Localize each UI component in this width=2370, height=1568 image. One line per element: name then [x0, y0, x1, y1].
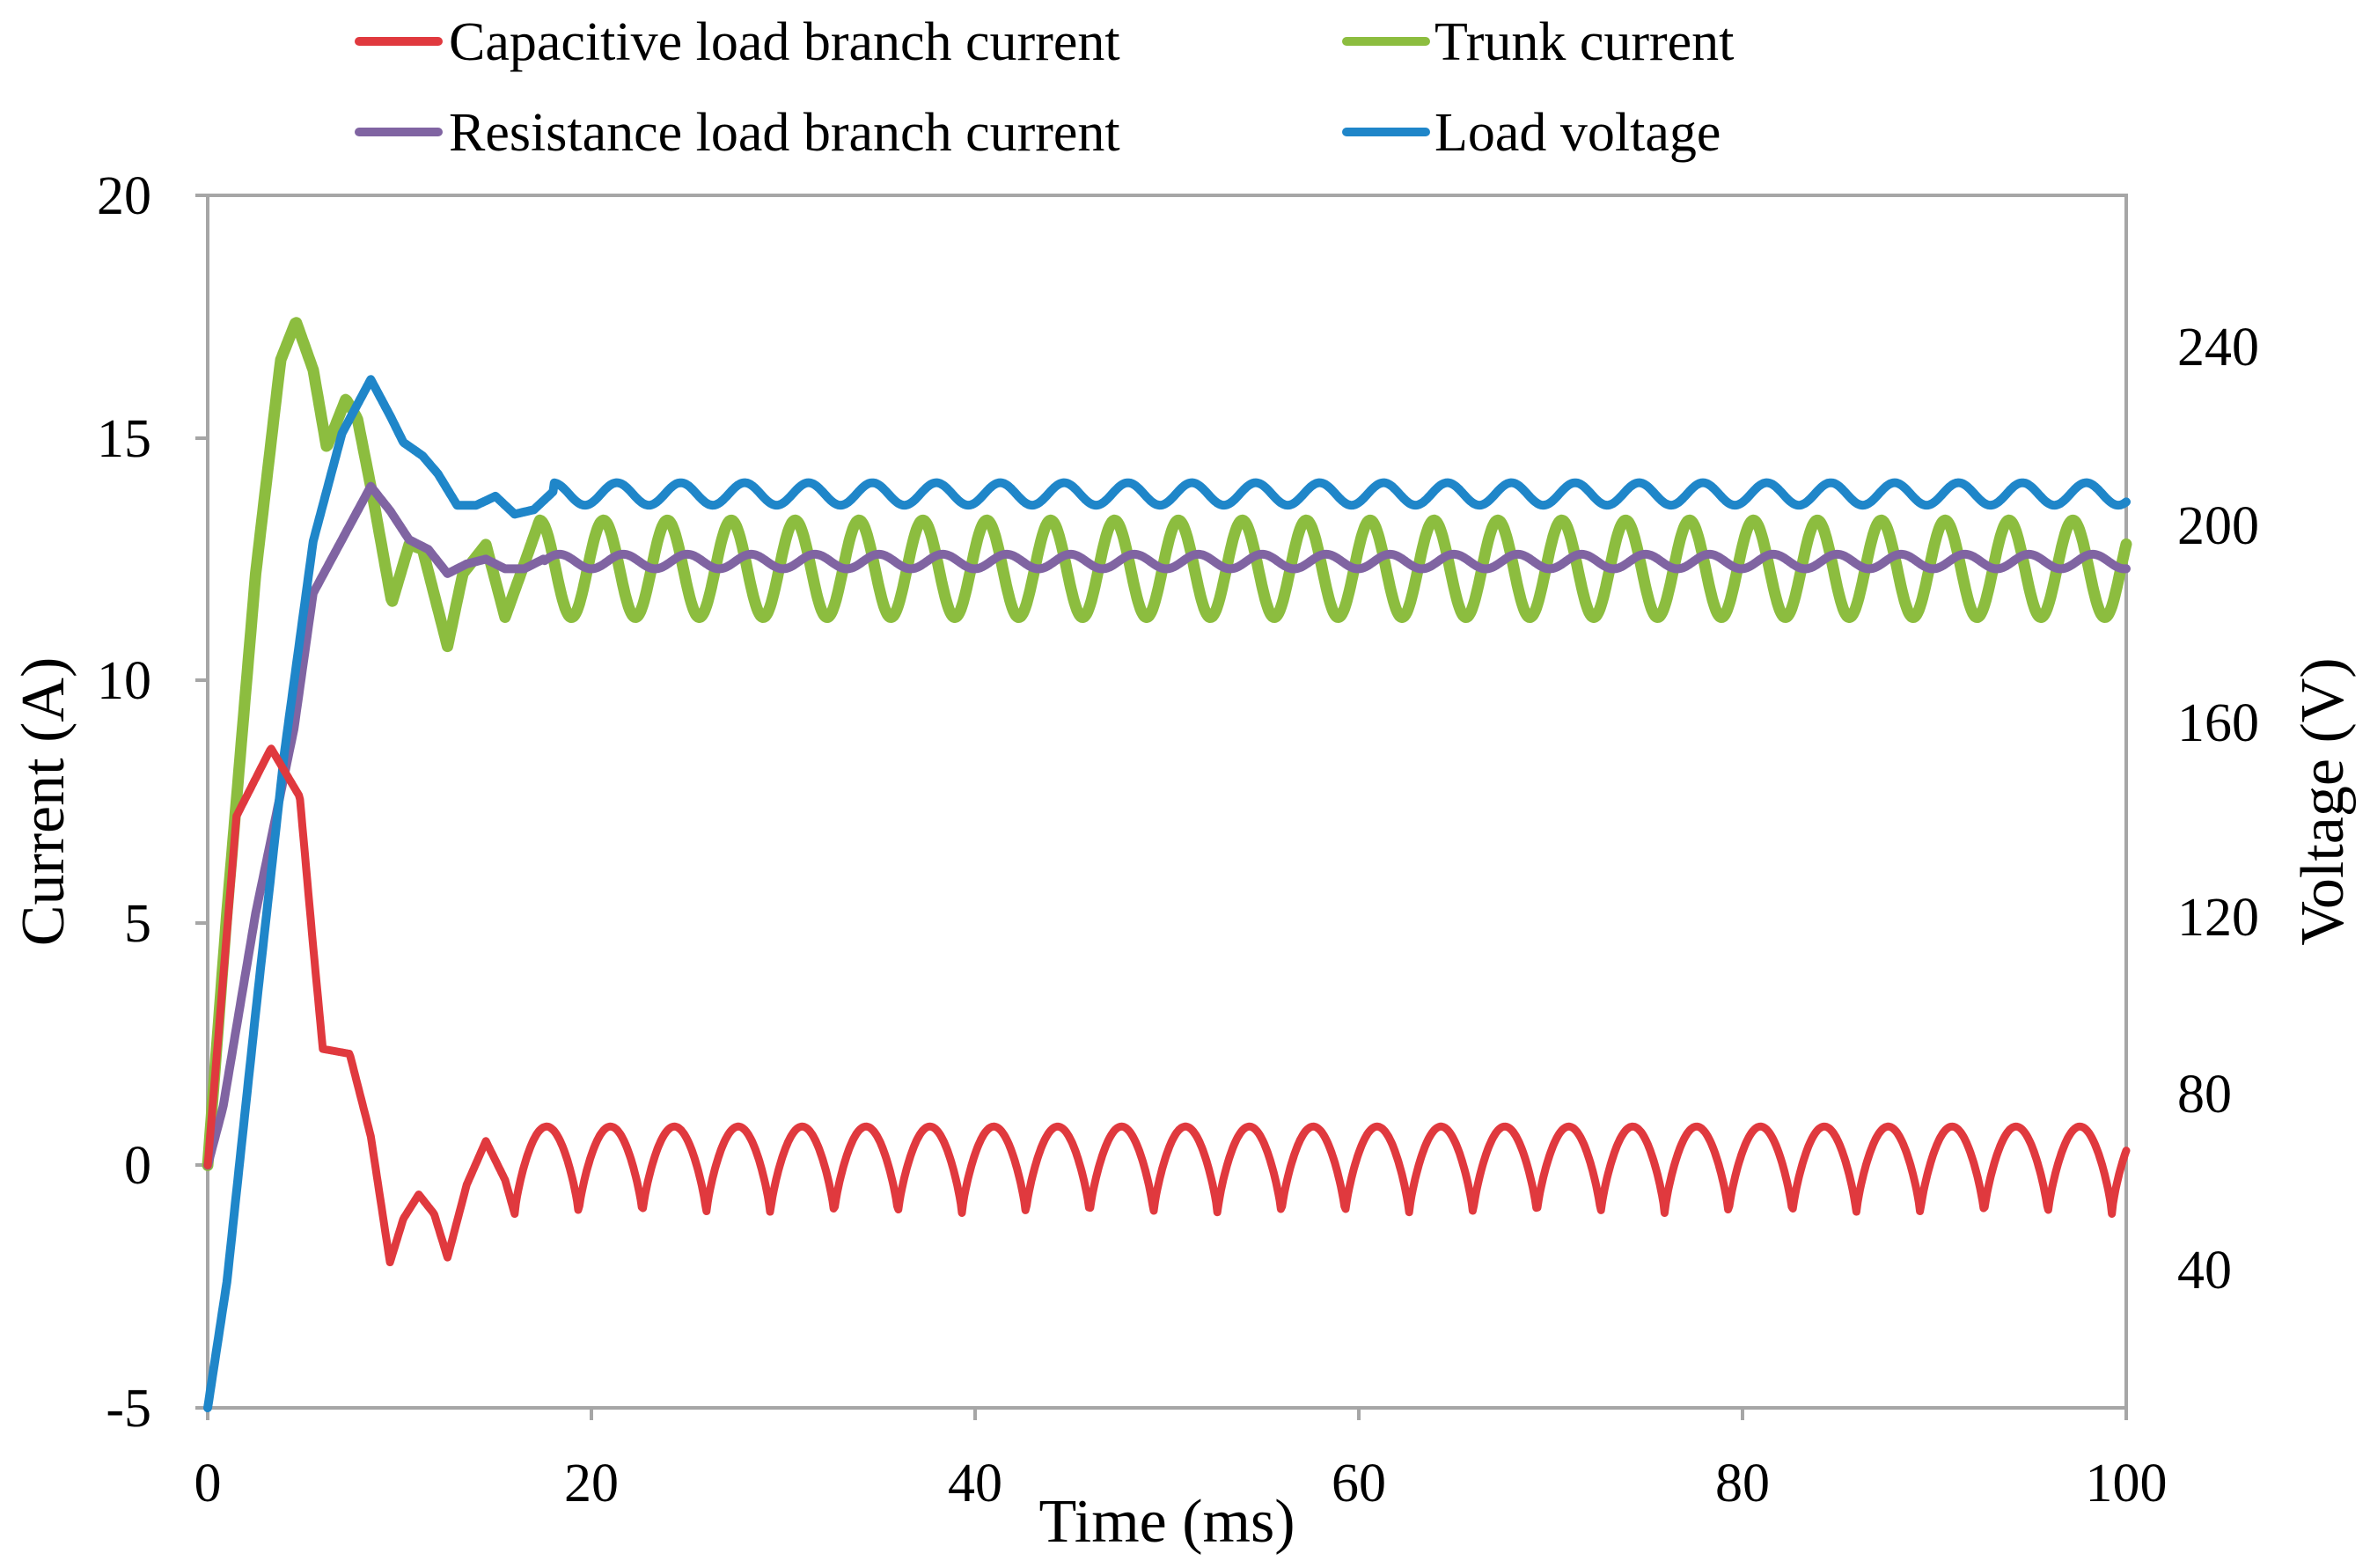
series-resistance-load-current: [203, 481, 2131, 1170]
y2-tick-0: 40: [2177, 1241, 2232, 1301]
y-tick-4: 15: [97, 409, 151, 469]
x-tick-0: 0: [194, 1454, 222, 1513]
y2-tick-5: 240: [2177, 318, 2259, 377]
legend-label-capacitive: Capacitive load branch current: [449, 12, 1120, 72]
plot-area: [206, 194, 2128, 1410]
x-tick-5: 100: [2086, 1454, 2168, 1513]
series-trunk-current: [202, 317, 2132, 1171]
y2-tick-3: 160: [2177, 693, 2259, 753]
series-capacitive-load-current: [203, 744, 2131, 1267]
legend-item-voltage: Load voltage: [1342, 103, 1721, 163]
legend-item-trunk: Trunk current: [1342, 12, 1734, 72]
y-tick-0: -5: [106, 1379, 151, 1439]
x-tick-1: 20: [564, 1454, 619, 1513]
legend-label-trunk: Trunk current: [1434, 12, 1734, 72]
x-tick-4: 80: [1715, 1454, 1770, 1513]
y2-axis-title: Voltage (V): [2289, 657, 2357, 945]
y2-tick-1: 80: [2177, 1065, 2232, 1125]
series-layer: [202, 317, 2132, 1412]
y-axis-title: Current (A): [10, 657, 77, 947]
x-axis: 0 20 40 60 80 100: [194, 1408, 2168, 1513]
y-axis-left: -5 0 5 10 15 20: [97, 166, 208, 1439]
y-tick-3: 10: [97, 651, 151, 711]
series-load-voltage: [203, 375, 2131, 1412]
legend-item-resistive: Resistance load branch current: [355, 103, 1120, 163]
y-axis-right: 40 80 120 160 200 240: [2177, 318, 2259, 1301]
legend-label-resistive: Resistance load branch current: [449, 103, 1120, 163]
y2-tick-4: 200: [2177, 496, 2259, 556]
y-tick-2: 5: [124, 894, 151, 954]
legend-label-voltage: Load voltage: [1434, 103, 1721, 163]
x-tick-3: 60: [1332, 1454, 1386, 1513]
y2-tick-2: 120: [2177, 888, 2259, 948]
legend-item-capacitive: Capacitive load branch current: [355, 12, 1120, 72]
x-tick-2: 40: [948, 1454, 1002, 1513]
x-axis-title: Time (ms): [1038, 1488, 1295, 1556]
legend: Capacitive load branch current Trunk cur…: [355, 12, 1734, 163]
y-tick-5: 20: [97, 166, 151, 226]
y-tick-1: 0: [124, 1136, 151, 1196]
